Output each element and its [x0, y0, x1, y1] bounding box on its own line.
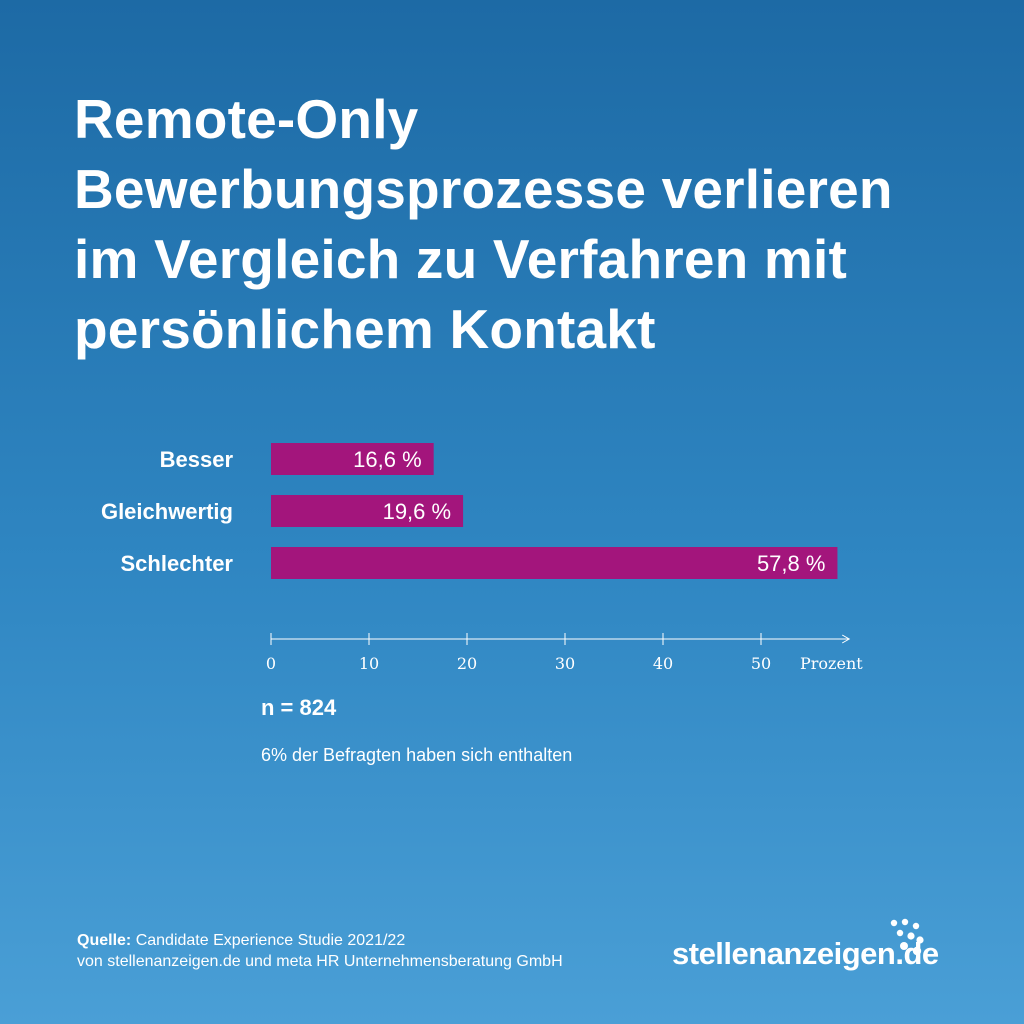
bar-schlechter [271, 547, 838, 579]
source-line-1: Candidate Experience Studie 2021/22 [135, 932, 406, 949]
category-label-besser: Besser [160, 447, 234, 472]
page-title: Remote-Only Bewerbungsprozesse verlieren… [74, 84, 974, 364]
logo-dots-icon [890, 918, 924, 956]
source-credit: Quelle: Candidate Experience Studie 2021… [77, 930, 563, 972]
sample-size: n = 824 [261, 695, 337, 720]
x-axis-label: Prozent [800, 654, 863, 673]
x-tick-label-40: 40 [653, 654, 673, 673]
value-label-schlechter: 57,8 % [757, 551, 826, 576]
x-tick-label-20: 20 [457, 654, 477, 673]
x-tick-label-50: 50 [751, 654, 771, 673]
x-tick-label-10: 10 [359, 654, 379, 673]
source-line-2: von stellenanzeigen.de und meta HR Unter… [77, 953, 563, 970]
abstention-note: 6% der Befragten haben sich enthalten [261, 745, 573, 765]
bar-besser [271, 443, 434, 475]
title-line-3: im Vergleich zu Verfahren mit [74, 228, 848, 290]
logo-text: stellenanzeigen.de [672, 936, 939, 971]
x-tick-label-30: 30 [555, 654, 575, 673]
x-tick-label-0: 0 [266, 654, 276, 673]
bar-gleichwertig [271, 495, 464, 527]
category-label-gleichwertig: Gleichwertig [101, 499, 233, 524]
category-label-schlechter: Schlechter [121, 551, 234, 576]
x-axis-arrow [841, 634, 851, 644]
title-line-4: persönlichem Kontakt [74, 298, 656, 360]
title-line-1: Remote-Only [74, 88, 419, 150]
title-line-2: Bewerbungsprozesse verlieren [74, 158, 893, 220]
source-label: Quelle: [77, 932, 132, 949]
value-label-gleichwertig: 19,6 % [383, 499, 452, 524]
value-label-besser: 16,6 % [353, 447, 422, 472]
brand-logo: stellenanzeigen.de [672, 918, 962, 978]
